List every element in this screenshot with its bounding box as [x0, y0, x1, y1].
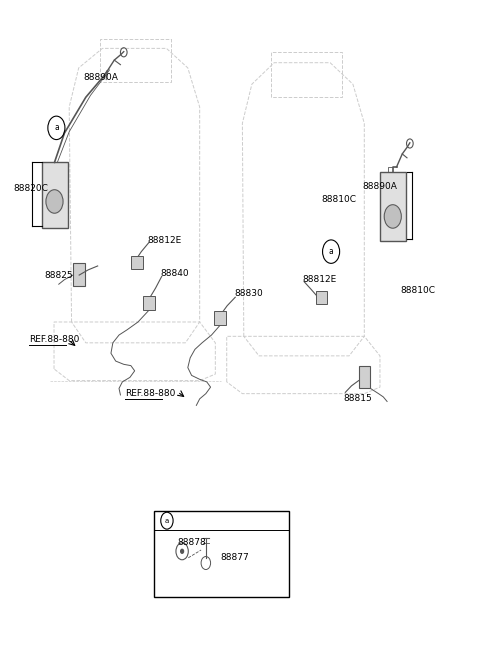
Circle shape: [384, 205, 401, 228]
Text: a: a: [54, 124, 59, 132]
Text: 88810C: 88810C: [400, 286, 435, 295]
Text: a: a: [165, 518, 169, 524]
Text: 88815: 88815: [343, 394, 372, 403]
Bar: [154, 511, 289, 597]
Text: 88825: 88825: [45, 271, 73, 280]
Text: 88878: 88878: [178, 537, 206, 547]
Text: REF.88-880: REF.88-880: [125, 389, 176, 398]
Circle shape: [180, 549, 183, 553]
Bar: [316, 290, 327, 304]
Text: 88890A: 88890A: [84, 73, 118, 82]
Text: REF.88-880: REF.88-880: [29, 335, 79, 344]
Text: 88812E: 88812E: [302, 275, 337, 284]
Text: 88877: 88877: [220, 553, 249, 562]
Bar: [380, 172, 406, 240]
Text: 88840: 88840: [160, 269, 189, 278]
Bar: [131, 256, 143, 269]
Bar: [215, 311, 226, 325]
Text: 88890A: 88890A: [362, 182, 397, 191]
Text: 88810C: 88810C: [322, 195, 357, 204]
Circle shape: [46, 190, 63, 213]
Text: 88820C: 88820C: [13, 184, 48, 193]
Text: 88812E: 88812E: [147, 236, 182, 245]
Bar: [143, 296, 155, 310]
Bar: [73, 263, 85, 286]
Bar: [359, 366, 371, 388]
Text: 88830: 88830: [234, 290, 263, 298]
Text: a: a: [329, 247, 334, 256]
Bar: [42, 162, 68, 227]
